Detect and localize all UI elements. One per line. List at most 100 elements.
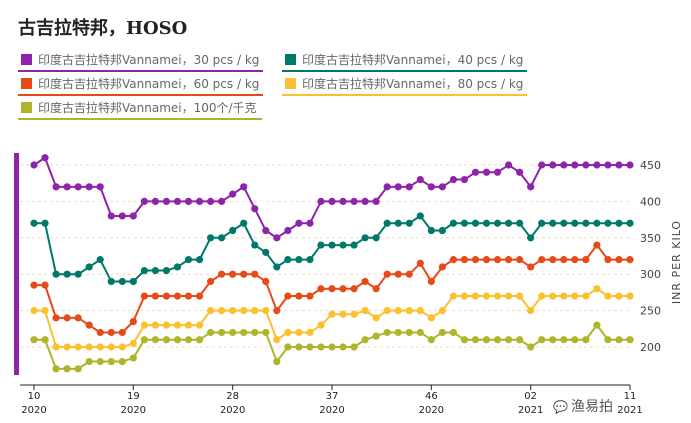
data-point [218, 197, 226, 205]
legend-item-40pcs[interactable]: 印度古吉拉特邦Vannamei，40 pcs / kg [282, 48, 528, 72]
data-point [41, 154, 49, 162]
data-point [339, 343, 347, 351]
legend-item-80pcs[interactable]: 印度古吉拉特邦Vannamei，80 pcs / kg [282, 72, 528, 96]
data-point [460, 292, 469, 300]
data-point [615, 219, 623, 227]
data-point [118, 212, 126, 220]
data-point [306, 219, 314, 227]
data-point [350, 197, 358, 205]
data-point [74, 270, 82, 278]
data-point [372, 314, 380, 322]
data-point [107, 343, 115, 351]
data-point [317, 321, 325, 329]
data-point [449, 175, 458, 184]
chart-title: 古吉拉特邦，HOSO [18, 18, 188, 39]
data-point [416, 307, 424, 315]
data-point [549, 161, 557, 169]
data-point [361, 277, 369, 286]
data-point [394, 328, 402, 337]
data-point [41, 336, 49, 344]
y-tick-label: 450 [640, 159, 661, 172]
legend-swatch [21, 101, 32, 113]
data-point [74, 314, 82, 322]
data-point [306, 256, 314, 264]
data-point [229, 328, 237, 337]
x-tick-week: 02 [524, 391, 537, 402]
data-point [405, 307, 413, 315]
legend-swatch [285, 53, 296, 65]
data-point [74, 343, 82, 351]
legend-swatch [285, 77, 296, 89]
data-point [306, 343, 314, 351]
data-point [251, 270, 259, 278]
data-point [328, 197, 336, 205]
data-point [372, 332, 380, 340]
data-point [593, 161, 601, 169]
data-point [30, 336, 38, 344]
x-tick-week: 28 [226, 391, 239, 402]
data-point [317, 241, 325, 249]
data-point [582, 219, 590, 227]
data-point [229, 307, 237, 315]
data-point [449, 292, 458, 300]
data-point [405, 219, 413, 227]
data-point [516, 168, 524, 176]
data-point [218, 270, 226, 278]
data-point [416, 175, 424, 184]
legend-label: 印度古吉拉特邦Vannamei，100个/千克 [38, 100, 257, 115]
data-point [129, 277, 137, 286]
data-point [372, 285, 380, 293]
data-point [85, 321, 93, 329]
data-point [173, 197, 182, 205]
data-point [615, 161, 623, 169]
data-point [173, 321, 182, 329]
data-point [262, 226, 270, 235]
data-point [549, 256, 557, 264]
wechat-icon: 💬 [553, 400, 568, 414]
data-point [151, 321, 160, 329]
data-point [240, 183, 248, 191]
data-point [262, 248, 270, 256]
legend-label: 印度古吉拉特邦Vannamei，60 pcs / kg [38, 76, 260, 91]
data-point [140, 197, 148, 205]
data-point [405, 328, 413, 337]
legend-item-30pcs[interactable]: 印度古吉拉特邦Vannamei，30 pcs / kg [18, 48, 264, 72]
data-point [405, 270, 413, 278]
data-point [30, 161, 38, 169]
data-point [482, 256, 491, 264]
data-point [471, 256, 480, 264]
data-point [438, 307, 446, 315]
y-tick-label: 250 [640, 305, 661, 318]
data-point [328, 285, 336, 293]
data-point [96, 256, 104, 264]
data-point [251, 241, 259, 249]
data-point [582, 161, 590, 169]
data-point [339, 197, 347, 205]
data-point [516, 336, 524, 344]
data-point [140, 266, 148, 275]
data-point [372, 234, 380, 242]
data-point [129, 354, 137, 362]
x-tick-week: 11 [624, 391, 637, 402]
data-point [206, 277, 215, 286]
data-point [162, 266, 171, 275]
data-point [471, 336, 480, 344]
data-point [317, 197, 325, 205]
data-point [195, 321, 204, 329]
data-point [394, 270, 402, 278]
data-point [184, 256, 193, 264]
data-point [405, 183, 413, 191]
x-tick-year: 2020 [419, 405, 444, 416]
data-point [493, 256, 502, 264]
data-point [306, 328, 314, 337]
legend-item-60pcs[interactable]: 印度古吉拉特邦Vannamei，60 pcs / kg [18, 72, 264, 96]
data-point [107, 357, 115, 366]
data-point [328, 241, 336, 249]
data-point [427, 277, 435, 286]
data-point [571, 256, 579, 264]
x-tick-year: 2020 [319, 405, 344, 416]
x-tick-year: 2020 [220, 405, 245, 416]
legend-item-100pcs[interactable]: 印度古吉拉特邦Vannamei，100个/千克 [18, 96, 262, 120]
data-point [184, 321, 193, 329]
data-point [96, 357, 104, 366]
